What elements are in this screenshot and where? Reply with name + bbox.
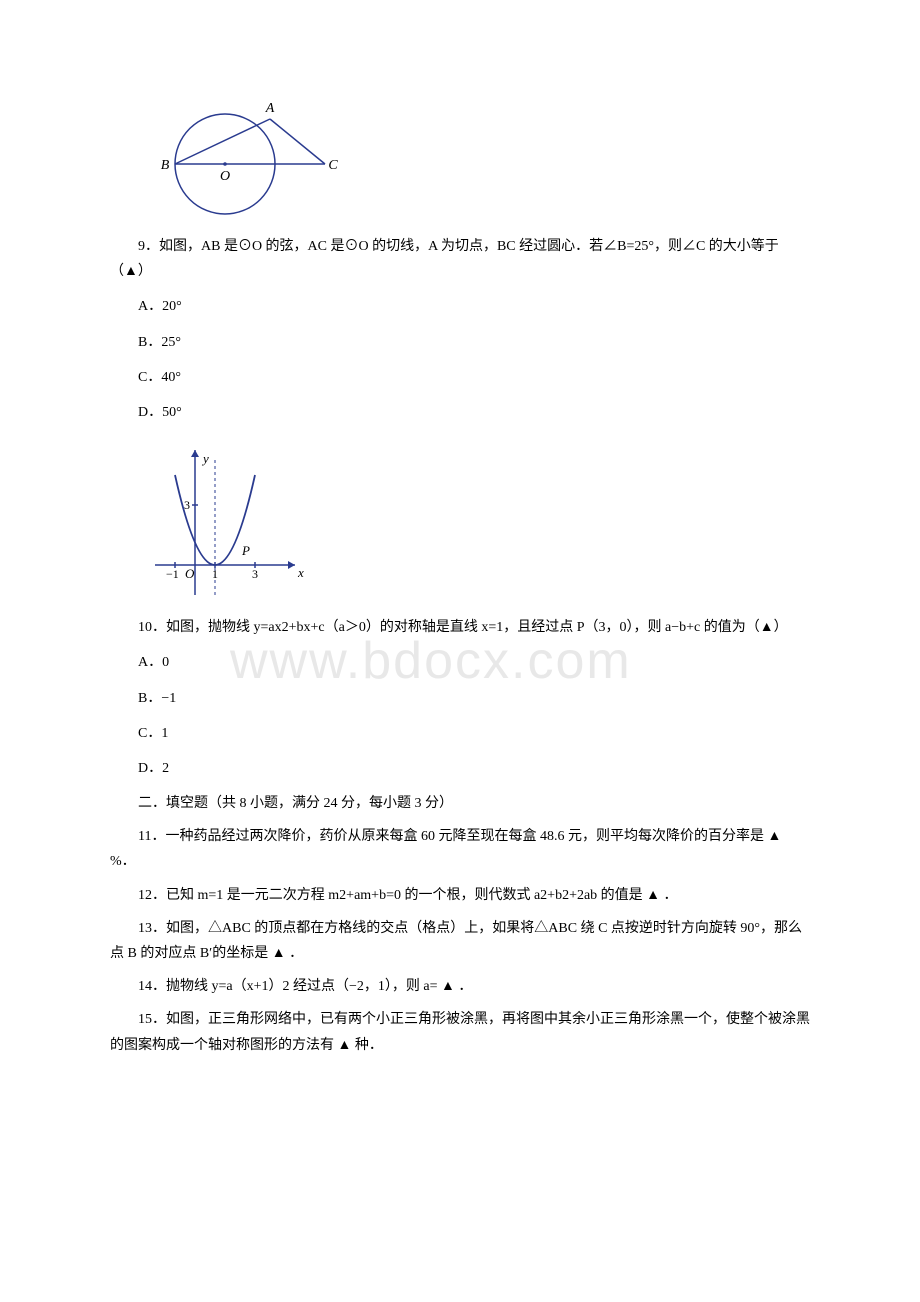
q11: 11．一种药品经过两次降价，药价从原来每盒 60 元降至现在每盒 48.6 元，… xyxy=(110,824,810,874)
q10-opt-c: C．1 xyxy=(110,721,810,746)
q14: 14．抛物线 y=a（x+1）2 经过点（−2，1），则 a= ▲ ． xyxy=(110,974,810,999)
label-m1: −1 xyxy=(166,567,179,581)
label-y3: 3 xyxy=(184,498,190,512)
label-x: x xyxy=(297,565,304,580)
label-A: A xyxy=(265,101,275,116)
q13: 13．如图，△ABC 的顶点都在方格线的交点（格点）上，如果将△ABC 绕 C … xyxy=(110,916,810,966)
section-2: 二．填空题（共 8 小题，满分 24 分，每小题 3 分） xyxy=(110,791,810,816)
label-P: P xyxy=(241,543,250,558)
q9-text: 9．如图，AB 是⊙O 的弦，AC 是⊙O 的切线，A 为切点，BC 经过圆心．… xyxy=(110,234,810,284)
q9-opt-d: D．50° xyxy=(110,400,810,425)
q12: 12．已知 m=1 是一元二次方程 m2+am+b=0 的一个根，则代数式 a2… xyxy=(110,883,810,908)
q10-opt-a: A．0 xyxy=(110,650,810,675)
q15: 15．如图，正三角形网络中，已有两个小正三角形被涂黑，再将图中其余小正三角形涂黑… xyxy=(110,1007,810,1057)
label-O: O xyxy=(220,169,230,184)
q9-opt-a: A．20° xyxy=(110,294,810,319)
q10-opt-d: D．2 xyxy=(110,756,810,781)
label-O2: O xyxy=(185,566,195,581)
label-y: y xyxy=(201,451,209,466)
label-p3: 3 xyxy=(252,567,258,581)
q9-opt-c: C．40° xyxy=(110,365,810,390)
q10-opt-b: B．−1 xyxy=(110,686,810,711)
q9-opt-b: B．25° xyxy=(110,330,810,355)
q10-text: 10．如图，抛物线 y=ax2+bx+c（a＞0）的对称轴是直线 x=1，且经过… xyxy=(110,615,810,640)
label-C: C xyxy=(328,158,338,173)
label-p1: 1 xyxy=(212,567,218,581)
figure-parabola: y x O −1 1 3 3 P xyxy=(150,435,810,605)
label-B: B xyxy=(161,158,170,173)
figure-circle: A B C O xyxy=(150,94,810,224)
